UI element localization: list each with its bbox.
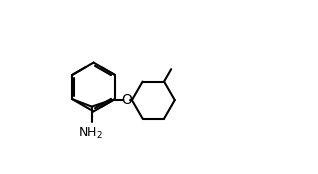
Text: O: O [121, 93, 132, 107]
Text: NH$_2$: NH$_2$ [78, 126, 103, 141]
